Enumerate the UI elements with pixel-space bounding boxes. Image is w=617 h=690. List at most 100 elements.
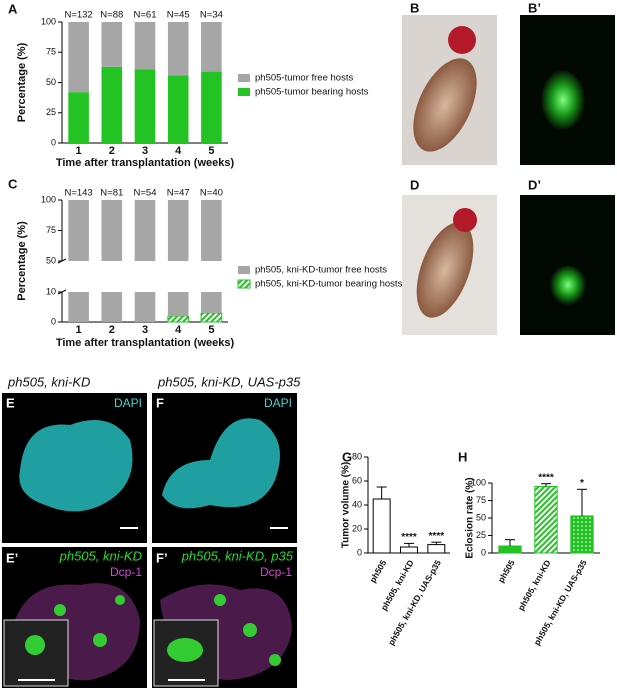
bar bbox=[134, 200, 156, 261]
y-tick-label: 75 bbox=[46, 47, 56, 57]
y-tick-label: 0 bbox=[51, 316, 56, 326]
bar bbox=[68, 22, 89, 93]
significance: **** bbox=[401, 532, 417, 543]
n-label: N=40 bbox=[200, 188, 223, 199]
bar bbox=[167, 292, 189, 316]
photo-b bbox=[402, 15, 497, 165]
n-label: N=88 bbox=[100, 10, 123, 21]
y-tick-label: 25 bbox=[476, 530, 486, 540]
panel-label: E’ bbox=[6, 550, 18, 565]
y-axis-label: Tumor volume (%) bbox=[341, 462, 352, 548]
y-tick-label: 50 bbox=[476, 512, 486, 522]
y-tick-label: 10 bbox=[46, 286, 56, 296]
panel-label: A bbox=[8, 1, 18, 16]
panel-label: C bbox=[8, 176, 18, 191]
bar bbox=[167, 22, 189, 76]
bar bbox=[498, 545, 522, 554]
significance: * bbox=[580, 478, 584, 489]
significance: **** bbox=[538, 472, 554, 483]
bar bbox=[400, 546, 418, 554]
panel-label: B bbox=[410, 0, 419, 15]
bar bbox=[68, 200, 89, 261]
n-label: N=81 bbox=[100, 188, 123, 199]
x-tick-label: ph505, kni-KD bbox=[516, 558, 553, 612]
image-title: ph505, kni-KD, p35 bbox=[181, 548, 294, 563]
legend-swatch bbox=[237, 279, 251, 289]
legend-swatch bbox=[238, 266, 250, 274]
micro-f-prime bbox=[152, 547, 297, 688]
y-tick-label: 40 bbox=[352, 499, 362, 509]
micro-e-prime bbox=[2, 547, 147, 688]
legend-label: ph505, kni-KD-tumor bearing hosts bbox=[255, 279, 403, 290]
x-tick-label: 4 bbox=[175, 324, 182, 336]
photo-d bbox=[402, 195, 497, 335]
bar bbox=[134, 69, 156, 143]
bar bbox=[68, 92, 89, 143]
bar bbox=[134, 292, 156, 322]
y-tick-label: 0 bbox=[357, 547, 362, 557]
x-tick-label: 3 bbox=[142, 145, 148, 157]
n-label: N=61 bbox=[134, 10, 157, 21]
bar bbox=[201, 292, 222, 313]
panel-label: D bbox=[410, 177, 419, 192]
n-label: N=143 bbox=[64, 188, 92, 199]
bar bbox=[534, 486, 558, 554]
panel-label: H bbox=[458, 449, 467, 464]
x-tick-label: 4 bbox=[175, 145, 182, 157]
legend-label: ph505-tumor bearing hosts bbox=[255, 87, 369, 98]
bar bbox=[101, 200, 123, 261]
image-title: ph505, kni-KD, UAS-p35 bbox=[157, 374, 301, 389]
x-tick-label: 5 bbox=[208, 324, 214, 336]
y-tick-label: 20 bbox=[352, 523, 362, 533]
legend-swatch bbox=[238, 88, 250, 96]
y-tick-label: 80 bbox=[352, 451, 362, 461]
legend-label: ph505-tumor free hosts bbox=[255, 73, 353, 84]
x-tick-label: 2 bbox=[109, 145, 115, 157]
n-label: N=54 bbox=[134, 188, 157, 199]
y-tick-label: 100 bbox=[471, 477, 486, 487]
image-title: ph505, kni-KD bbox=[59, 548, 142, 563]
panel-label: E bbox=[6, 395, 15, 410]
panel-label: G bbox=[342, 449, 352, 464]
n-label: N=47 bbox=[167, 188, 190, 199]
panel-label: B’ bbox=[528, 0, 541, 15]
bar bbox=[68, 292, 89, 322]
n-label: N=34 bbox=[200, 10, 223, 21]
x-tick-label: ph505 bbox=[496, 558, 517, 585]
stain-label: Dcp-1 bbox=[260, 565, 292, 579]
y-tick-label: 0 bbox=[481, 547, 486, 557]
bar bbox=[101, 22, 123, 67]
y-tick-label: 100 bbox=[41, 194, 56, 204]
bar bbox=[427, 544, 446, 554]
y-tick-label: 60 bbox=[352, 475, 362, 485]
x-tick-label: 2 bbox=[109, 324, 115, 336]
image-title: ph505, kni-KD bbox=[7, 374, 90, 389]
bar bbox=[201, 71, 222, 143]
legend-swatch bbox=[238, 74, 250, 82]
x-tick-label: 3 bbox=[142, 324, 148, 336]
stain-label: DAPI bbox=[264, 396, 292, 410]
y-tick-label: 50 bbox=[46, 255, 56, 265]
y-tick-label: 75 bbox=[476, 495, 486, 505]
significance: **** bbox=[429, 531, 445, 542]
x-tick-label: ph505, kni-KD, UAS-p35 bbox=[386, 558, 443, 647]
x-tick-label: 5 bbox=[208, 145, 214, 157]
bar bbox=[201, 22, 222, 72]
bar bbox=[167, 315, 189, 323]
x-axis-label: Time after transplantation (weeks) bbox=[56, 337, 235, 349]
bar bbox=[200, 312, 223, 323]
x-tick-label: 1 bbox=[76, 324, 82, 336]
bar bbox=[372, 498, 391, 554]
bar bbox=[101, 292, 123, 322]
y-tick-label: 25 bbox=[46, 107, 56, 117]
panel-label: F bbox=[156, 395, 164, 410]
x-tick-label: ph505 bbox=[367, 558, 388, 585]
bar bbox=[201, 200, 222, 261]
y-tick-label: 100 bbox=[41, 16, 56, 26]
bar bbox=[101, 66, 123, 143]
legend-label: ph505, kni-KD-tumor free hosts bbox=[255, 265, 387, 276]
y-tick-label: 75 bbox=[46, 225, 56, 235]
stain-label: Dcp-1 bbox=[110, 565, 142, 579]
bar bbox=[570, 515, 594, 554]
stain-label: DAPI bbox=[114, 396, 142, 410]
